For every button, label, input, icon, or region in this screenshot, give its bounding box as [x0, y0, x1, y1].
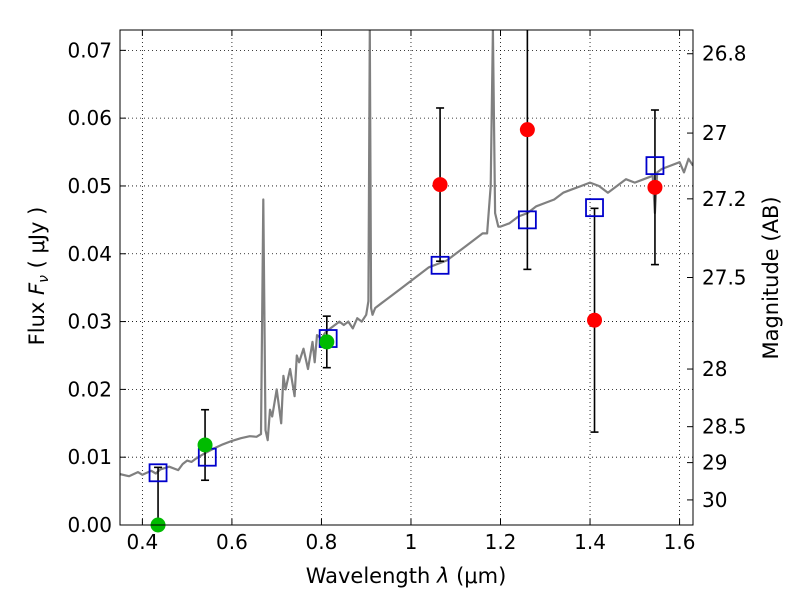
x-axis-label-symbol: λ — [436, 564, 449, 588]
plot-area — [120, 30, 693, 478]
model-point-square — [430, 255, 450, 275]
y-axis-label-text: Flux — [25, 295, 49, 345]
x-tick-label: 0.6 — [216, 530, 248, 554]
model-point-square — [585, 198, 604, 218]
y-axis-label-symbol: F — [25, 282, 49, 295]
x-tick-label: 1 — [405, 530, 418, 554]
y-tick-label: 0.01 — [67, 445, 112, 469]
y-tick-label: 0.07 — [67, 38, 112, 62]
y2-tick-label: 27 — [702, 121, 727, 145]
y2-tick-label: 27.5 — [702, 266, 747, 290]
model-point-square — [517, 210, 537, 230]
spectrum-line — [120, 30, 693, 478]
y2-tick-label: 26.8 — [702, 42, 747, 66]
y-tick-label: 0.00 — [67, 513, 112, 537]
model-point-square — [645, 156, 665, 176]
x-axis-ticks: 0.4 0.6 0.8 1 1.2 1.4 1.6 — [126, 30, 695, 554]
x-axis-label-text: Wavelength — [306, 564, 437, 588]
detection-point — [432, 177, 448, 193]
y2-axis-label: Magnitude (AB) — [759, 196, 783, 359]
x-axis-label: Wavelength λ (μm) — [306, 564, 507, 588]
y2-tick-label: 27.2 — [702, 187, 747, 211]
y-tick-label: 0.04 — [67, 242, 112, 266]
data-points — [148, 30, 665, 533]
y2-tick-label: 28 — [702, 357, 727, 381]
detection-point — [587, 312, 603, 328]
y-tick-label: 0.03 — [67, 310, 112, 334]
x-tick-label: 1.2 — [485, 530, 517, 554]
x-axis-label-unit: (μm) — [449, 564, 506, 588]
detection-point — [197, 437, 213, 453]
y-tick-label: 0.02 — [67, 377, 112, 401]
grid — [120, 30, 693, 525]
y-axis-label-unit: ( μJy ) — [25, 207, 49, 275]
y-axis-label: Flux Fν ( μJy ) — [25, 207, 52, 346]
x-tick-label: 1.6 — [664, 530, 696, 554]
detection-point — [519, 122, 535, 138]
y-tick-label: 0.06 — [67, 106, 112, 130]
y2-tick-label: 28.5 — [702, 415, 747, 439]
model-point-square — [148, 463, 168, 483]
y2-tick-label: 30 — [702, 488, 727, 512]
y2-tick-label: 29 — [702, 451, 727, 475]
y-axis-label-subscript: ν — [36, 275, 52, 283]
x-tick-label: 1.4 — [574, 530, 606, 554]
y-tick-label: 0.05 — [67, 174, 112, 198]
y-axis-ticks: 0.00 0.01 0.02 0.03 0.04 0.05 0.06 0.07 — [67, 38, 126, 537]
x-tick-label: 0.4 — [126, 530, 158, 554]
detection-point — [319, 334, 335, 350]
detection-point — [647, 179, 663, 195]
y2-axis-ticks: 26.8 27 27.2 27.5 28 28.5 29 30 — [687, 42, 747, 512]
x-tick-label: 0.8 — [306, 530, 338, 554]
